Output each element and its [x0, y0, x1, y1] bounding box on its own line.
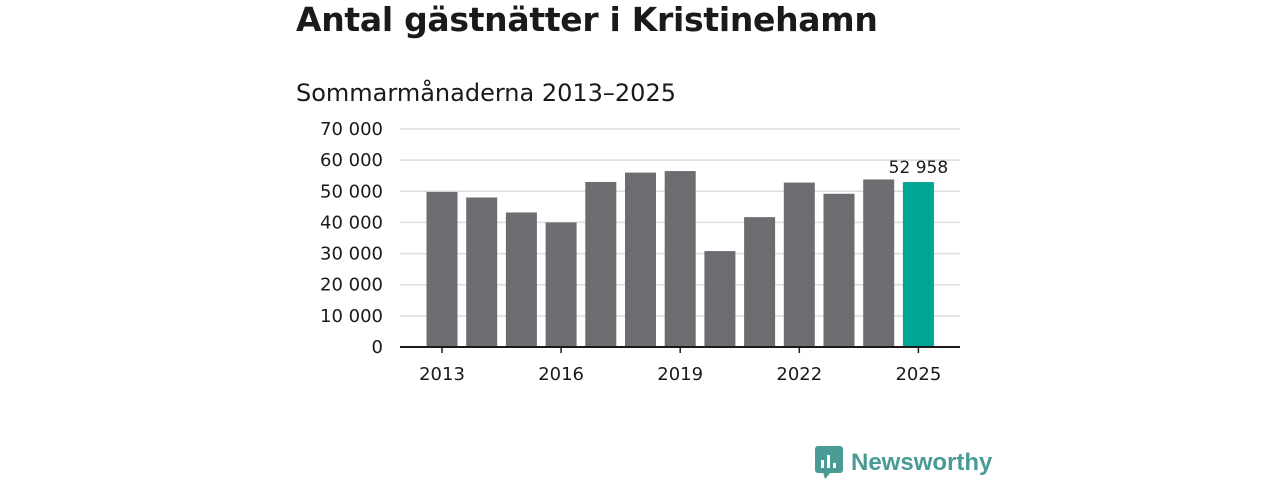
bar [545, 222, 577, 347]
bar [902, 182, 934, 347]
x-tick-label: 2022 [776, 364, 822, 385]
bars [426, 171, 934, 347]
chart-title: Antal gästnätter i Kristinehamn [296, 0, 878, 39]
brand-logo: Newsworthy [815, 446, 992, 480]
bar [783, 182, 815, 347]
bar [664, 171, 696, 347]
bar [505, 212, 537, 347]
bar [823, 193, 855, 347]
y-tick-label: 30 000 [320, 244, 383, 265]
x-axis-ticks: 2013 2016 2019 2022 2025 [419, 347, 941, 385]
y-tick-label: 20 000 [320, 275, 383, 296]
bar [426, 191, 458, 347]
x-tick-label: 2025 [895, 364, 941, 385]
data-labels: 52 958 [889, 158, 948, 178]
y-tick-label: 0 [372, 337, 383, 358]
bar [625, 172, 656, 347]
y-tick-label: 50 000 [320, 181, 383, 202]
chart-subtitle: Sommarmånaderna 2013–2025 [296, 79, 676, 107]
x-tick-label: 2019 [657, 364, 703, 385]
bar [585, 181, 617, 347]
y-tick-label: 60 000 [320, 150, 383, 171]
x-tick-label: 2013 [419, 364, 465, 385]
y-tick-label: 40 000 [320, 212, 383, 233]
y-tick-label: 10 000 [320, 306, 383, 327]
y-tick-label: 70 000 [320, 119, 383, 140]
x-tick-label: 2016 [538, 364, 584, 385]
bar [744, 217, 776, 347]
data-label: 52 958 [889, 158, 948, 178]
bar [863, 179, 895, 347]
y-axis-ticks: 0 10 000 20 000 30 000 40 000 50 000 60 000 70 … [320, 119, 383, 358]
bar [704, 251, 736, 347]
bar [466, 197, 498, 347]
bar-chart-speech-bubble-icon [815, 446, 843, 479]
brand-name: Newsworthy [851, 449, 993, 476]
